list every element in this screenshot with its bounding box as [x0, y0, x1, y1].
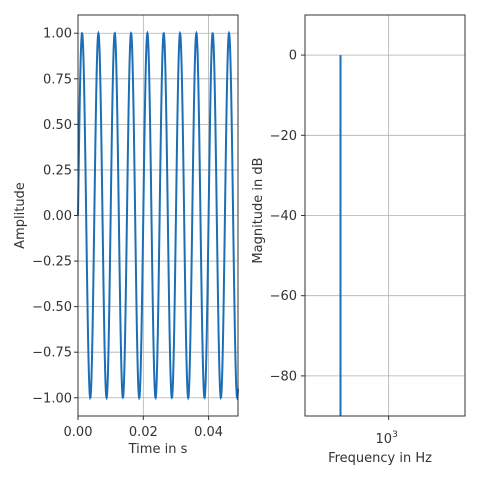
- y-tick-label: −0.25: [32, 255, 72, 270]
- x-axis-label: Frequency in Hz: [328, 451, 432, 466]
- y-tick-label: 0.75: [43, 72, 72, 87]
- y-tick-label: −0.75: [32, 346, 72, 361]
- y-axis-label: Magnitude in dB: [251, 157, 266, 263]
- y-tick-label: 0.00: [43, 209, 72, 224]
- y-axis-label: Amplitude: [13, 182, 28, 249]
- frequency-domain-chart: 0 −20 −40 −60 −80 103 Frequency in Hz Magnitude…: [251, 14, 466, 466]
- y-tick-label: 0.25: [43, 163, 72, 178]
- x-axis-label: Time in s: [128, 442, 188, 457]
- time-domain-chart: 1.00 0.75 0.50 0.25 0.00 −0.25 −0.50 −0.75 −1.00…: [13, 14, 239, 457]
- y-tick-label: −60: [270, 289, 297, 304]
- y-tick-label: −1.00: [32, 391, 72, 406]
- x-tick-label: 103: [376, 430, 398, 447]
- y-tick-label: 0: [289, 49, 297, 64]
- x-tick-label: 0.02: [129, 425, 158, 440]
- x-tick-label: 0.04: [194, 425, 223, 440]
- sine-series-line: [77, 30, 239, 401]
- x-tick-label: 0.00: [64, 425, 93, 440]
- y-tick-label: −0.50: [32, 300, 72, 315]
- y-tick-label: 1.00: [43, 27, 72, 42]
- y-tick-label: −20: [270, 129, 297, 144]
- y-tick-label: −80: [270, 369, 297, 384]
- y-tick-label: 0.50: [43, 118, 72, 133]
- y-tick-label: −40: [270, 209, 297, 224]
